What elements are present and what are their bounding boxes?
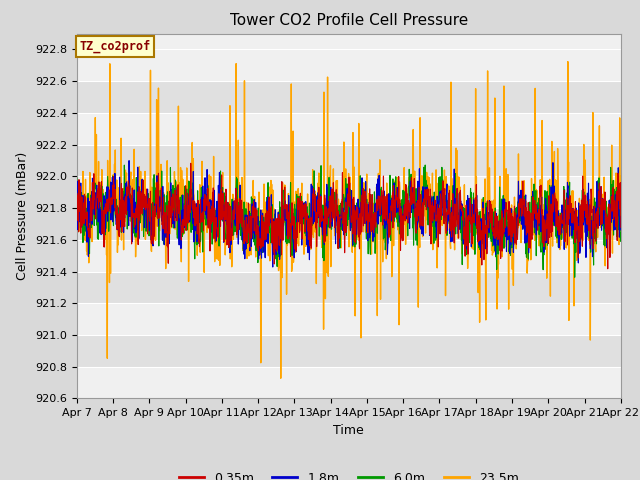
Bar [77, 272, 621, 303]
Text: TZ_co2prof: TZ_co2prof [79, 40, 151, 53]
Bar [77, 335, 621, 367]
Bar [77, 144, 621, 176]
Title: Tower CO2 Profile Cell Pressure: Tower CO2 Profile Cell Pressure [230, 13, 468, 28]
Bar [77, 367, 621, 398]
Bar [77, 208, 621, 240]
Bar [77, 176, 621, 208]
Bar [77, 240, 621, 272]
X-axis label: Time: Time [333, 424, 364, 437]
Y-axis label: Cell Pressure (mBar): Cell Pressure (mBar) [17, 152, 29, 280]
Legend: 0.35m, 1.8m, 6.0m, 23.5m: 0.35m, 1.8m, 6.0m, 23.5m [173, 467, 524, 480]
Bar [77, 303, 621, 335]
Bar [77, 49, 621, 81]
Bar [77, 113, 621, 144]
Bar [77, 81, 621, 113]
